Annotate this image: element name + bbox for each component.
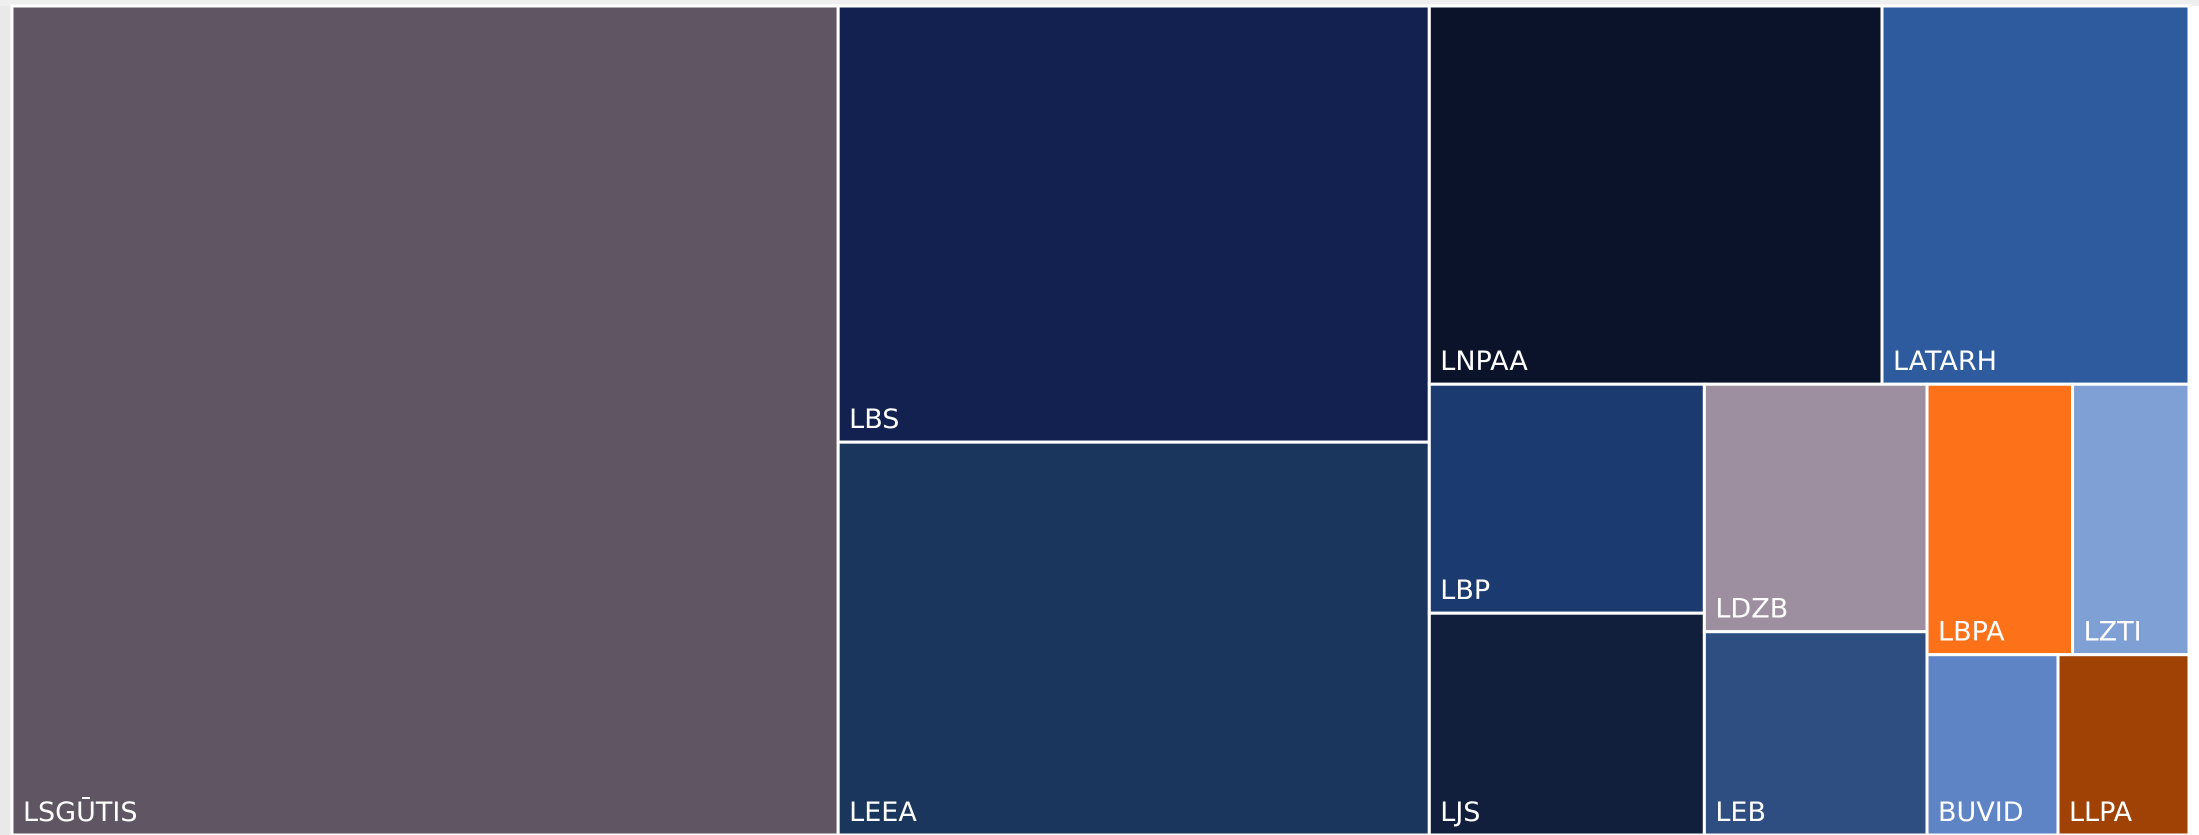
tile-label: LEB — [1715, 797, 1766, 828]
treemap-tile — [1925, 653, 2060, 835]
tile-label: LSGŪTIS — [23, 797, 137, 828]
tile-label: LATARH — [1893, 346, 1997, 377]
treemap-tile — [1702, 382, 1929, 634]
treemap-tile — [1427, 4, 1884, 386]
tile-label: LBP — [1440, 575, 1490, 606]
treemap-tile — [1880, 4, 2191, 386]
treemap-tile — [836, 4, 1431, 444]
tile-label: LLPA — [2069, 797, 2133, 828]
tile-label: LJS — [1440, 797, 1480, 828]
treemap-tile — [10, 4, 840, 835]
top-margin — [0, 0, 2199, 6]
treemap-tile — [1427, 611, 1706, 835]
treemap-tile — [2056, 653, 2191, 835]
treemap-tile — [836, 440, 1431, 835]
tile-label: LBS — [849, 404, 899, 435]
left-margin — [0, 0, 12, 835]
tile-label: LZTI — [2084, 617, 2142, 648]
tile-label: LNPAA — [1440, 346, 1528, 377]
tile-label: LBPA — [1938, 617, 2005, 648]
tile-label: BUVID — [1938, 797, 2024, 828]
tile-label: LEEA — [849, 797, 917, 828]
tile-label: LDZB — [1715, 594, 1788, 625]
treemap-tile — [2071, 382, 2191, 657]
treemap-tile — [1925, 382, 2075, 657]
